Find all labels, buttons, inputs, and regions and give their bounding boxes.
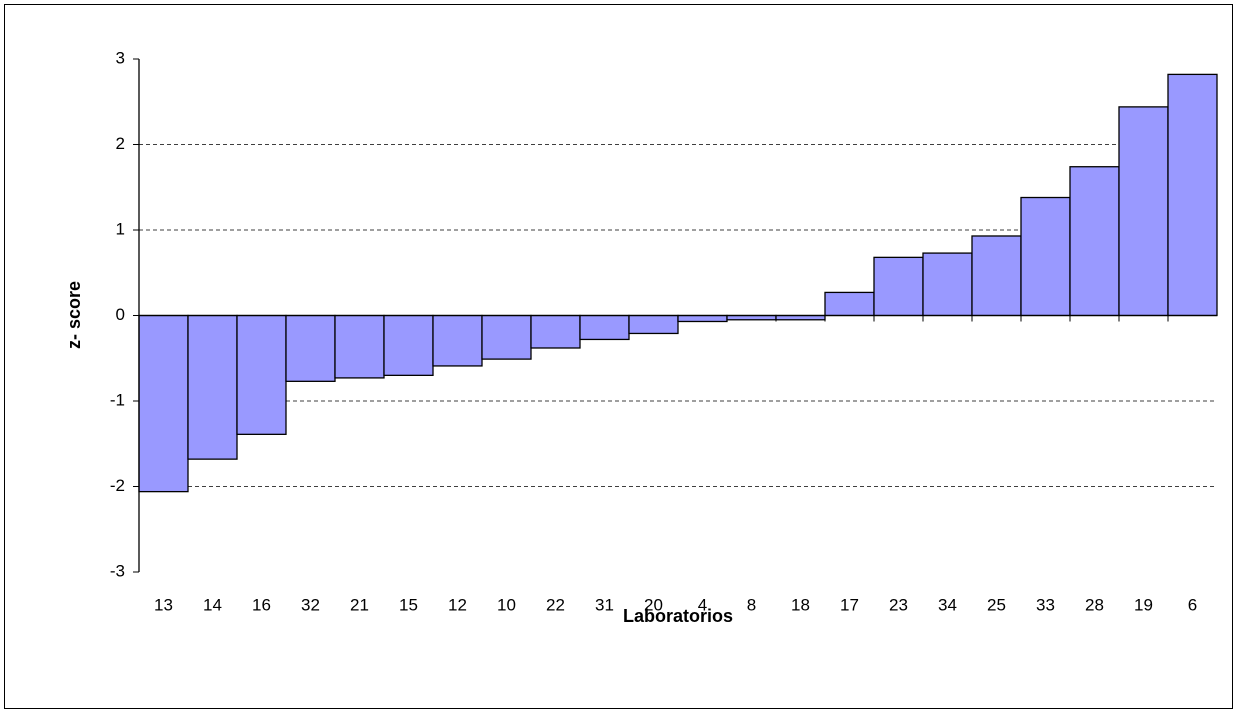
x-tick-label: 34 <box>938 595 957 614</box>
bar <box>481 314 532 360</box>
x-tick-label: 32 <box>301 595 320 614</box>
x-tick-label: 14 <box>203 595 222 614</box>
bar <box>873 256 924 317</box>
bar <box>236 314 287 435</box>
x-tick-label: 15 <box>399 595 418 614</box>
x-tick-label: 21 <box>350 595 369 614</box>
bar <box>383 314 434 376</box>
bar <box>1118 106 1169 317</box>
x-tick-label: 4 <box>698 595 707 614</box>
y-tick-label: -2 <box>110 476 125 495</box>
x-tick-label: 20 <box>644 595 663 614</box>
y-tick-label: 3 <box>116 48 125 67</box>
y-tick-label: -3 <box>110 561 125 580</box>
x-tick-label: 13 <box>154 595 173 614</box>
x-tick-label: 18 <box>791 595 810 614</box>
bar <box>334 314 385 379</box>
x-tick-label: 25 <box>987 595 1006 614</box>
bar <box>971 235 1022 317</box>
y-tick-label: 0 <box>116 305 125 324</box>
bar <box>187 314 238 460</box>
x-tick-label: 22 <box>546 595 565 614</box>
bar <box>579 314 630 341</box>
x-tick-label: 17 <box>840 595 859 614</box>
x-tick-label: 16 <box>252 595 271 614</box>
x-tick-label: 8 <box>747 595 756 614</box>
bar <box>138 314 189 493</box>
bar <box>677 314 728 323</box>
x-tick-label: 28 <box>1085 595 1104 614</box>
bar <box>285 314 336 382</box>
bar <box>824 291 875 317</box>
x-tick-label: 33 <box>1036 595 1055 614</box>
bar <box>922 252 973 317</box>
bar <box>628 314 679 335</box>
x-tick-label: 12 <box>448 595 467 614</box>
y-tick-label: 1 <box>116 219 125 238</box>
x-axis-title: Laboratorios <box>623 606 733 626</box>
x-tick-label: 23 <box>889 595 908 614</box>
bar <box>1069 166 1120 317</box>
bar <box>432 314 483 367</box>
y-axis-title: z- score <box>64 281 84 349</box>
bar <box>530 314 581 349</box>
x-tick-label: 31 <box>595 595 614 614</box>
x-tick-label: 10 <box>497 595 516 614</box>
x-tick-label: 6 <box>1188 595 1197 614</box>
x-tick-label: 19 <box>1134 595 1153 614</box>
y-tick-label: 2 <box>116 134 125 153</box>
bar <box>1167 73 1218 317</box>
y-tick-label: -1 <box>110 390 125 409</box>
bar <box>1020 196 1071 317</box>
